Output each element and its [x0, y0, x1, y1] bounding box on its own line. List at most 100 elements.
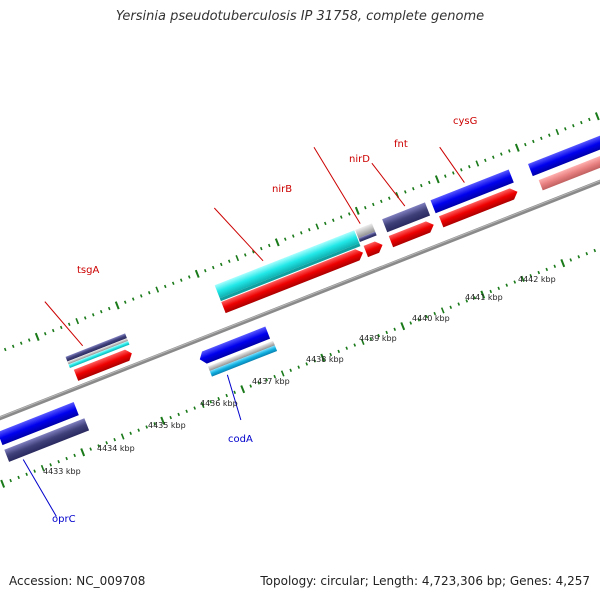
inner-tick-mark: [49, 463, 52, 467]
leader-codA: [226, 374, 242, 421]
gene-nirB-red-arrow[interactable]: [221, 247, 365, 314]
outer-tick-mark: [580, 120, 583, 125]
inner-tick-mark: [120, 433, 125, 440]
gene-label-nirD[interactable]: nirD: [349, 154, 370, 165]
outer-tick-mark: [123, 300, 127, 304]
outer-tick-mark: [380, 199, 383, 204]
scale-label: 4433 kbp: [43, 467, 81, 476]
gene-label-nirB[interactable]: nirB: [272, 184, 292, 195]
outer-tick-mark: [548, 133, 551, 137]
inner-tick-mark: [425, 315, 429, 319]
outer-tick-mark: [243, 253, 247, 257]
inner-tick-mark: [193, 406, 196, 410]
outer-tick-mark: [475, 160, 480, 167]
outer-tick-mark: [492, 155, 495, 159]
leader-lines: [22, 146, 465, 517]
outer-tick-mark: [420, 183, 423, 188]
scale-label: 4435 kbp: [148, 421, 186, 430]
inner-tick-mark: [360, 338, 365, 346]
outer-tick-mark: [532, 139, 535, 144]
leader-fnt: [371, 162, 406, 207]
inner-tick-mark: [73, 453, 76, 458]
outer-tick-mark: [524, 142, 527, 147]
gene-nirB-cyan-base[interactable]: [219, 243, 361, 302]
gene-label-tsgA[interactable]: tsgA: [77, 265, 99, 276]
gene-nirB-cyan[interactable]: [214, 230, 360, 299]
inner-tick-mark: [153, 422, 156, 426]
inner-tick-mark: [369, 337, 373, 341]
outer-tick-mark: [339, 215, 343, 219]
outer-tick-mark: [114, 301, 120, 310]
inner-tick-mark: [440, 307, 445, 314]
outer-tick-mark: [444, 174, 447, 178]
gene-codA-cyan[interactable]: [209, 345, 278, 377]
inner-tick-mark: [89, 447, 92, 451]
leader-nirD: [313, 146, 361, 224]
outer-tick-mark: [555, 128, 560, 136]
gene-label-fnt[interactable]: fnt: [394, 139, 408, 150]
scale-label: 4438 kbp: [306, 355, 344, 364]
inner-tick-mark: [209, 400, 212, 404]
inner-tick-mark: [185, 409, 188, 413]
inner-tick-mark: [289, 368, 293, 372]
gene-oprC-navy-arrow[interactable]: [4, 418, 90, 462]
outer-tick-mark: [372, 202, 375, 207]
inner-tick-mark: [529, 274, 533, 278]
outer-tick-mark: [34, 332, 40, 341]
outer-tick-mark: [588, 117, 591, 122]
gene-tsgA-gray[interactable]: [67, 338, 129, 365]
outer-tick-mark: [67, 322, 71, 326]
gene-label-cysG[interactable]: cysG: [453, 116, 477, 127]
inner-tick-mark: [145, 425, 148, 429]
outer-tick-mark: [51, 328, 55, 333]
inner-tick-mark: [465, 299, 469, 303]
minus-strand-features: [0, 326, 278, 462]
gene-codA-blue-arrow[interactable]: [197, 326, 271, 366]
outer-tick-mark: [572, 124, 575, 128]
outer-tick-mark: [11, 344, 15, 349]
outer-tick-mark: [99, 309, 103, 314]
inner-tick-mark: [433, 311, 437, 316]
scale-label: 4439 kbp: [359, 334, 397, 343]
inner-tick-mark: [249, 384, 253, 388]
outer-tick-mark: [283, 237, 287, 241]
gene-fnt-navy[interactable]: [382, 202, 431, 233]
outer-tick-mark: [434, 175, 440, 184]
inner-tick-mark: [457, 302, 461, 306]
inner-tick-row: [0, 248, 597, 488]
gene-cysG-red-arrow[interactable]: [438, 186, 520, 228]
gene-tsgA-navy[interactable]: [65, 333, 127, 362]
inner-tick-mark: [257, 381, 261, 385]
accession-text: Accession: NC_009708: [9, 574, 146, 588]
outer-tick-mark: [251, 250, 255, 254]
outer-tick-mark: [235, 254, 240, 262]
inner-tick-mark: [560, 259, 566, 268]
outer-tick-mark: [131, 297, 135, 301]
inner-tick-mark: [480, 290, 486, 299]
gene-tsgA-cyan[interactable]: [68, 340, 130, 369]
gene-right-pink[interactable]: [538, 150, 600, 191]
gene-cysG-blue[interactable]: [430, 169, 514, 214]
map-title: Yersinia pseudotuberculosis IP 31758, co…: [115, 9, 485, 24]
gene-codA-gray[interactable]: [207, 340, 275, 372]
gene-fnt-red-arrow[interactable]: [388, 219, 436, 248]
gene-nirD-red-arrow[interactable]: [363, 239, 385, 258]
gene-label-codA[interactable]: codA: [228, 434, 253, 445]
inner-tick-mark: [489, 289, 493, 294]
inner-tick-mark: [169, 415, 172, 420]
outer-tick-mark: [540, 136, 543, 140]
gene-oprC-blue[interactable]: [0, 402, 79, 446]
leader-cysG: [439, 146, 465, 183]
leader-nirB: [213, 207, 264, 262]
gene-right-blue[interactable]: [528, 134, 600, 177]
outer-tick-mark: [139, 294, 143, 298]
inner-tick-mark: [177, 412, 180, 417]
inner-tick-mark: [520, 275, 525, 282]
inner-tick-mark: [473, 296, 477, 300]
gene-label-oprC[interactable]: oprC: [52, 514, 76, 525]
gene-tsgA-red-arrow[interactable]: [73, 348, 134, 381]
gene-nirD-gray[interactable]: [355, 223, 376, 239]
outer-tick-mark: [187, 275, 191, 279]
gene-nirD-navy[interactable]: [358, 231, 377, 243]
